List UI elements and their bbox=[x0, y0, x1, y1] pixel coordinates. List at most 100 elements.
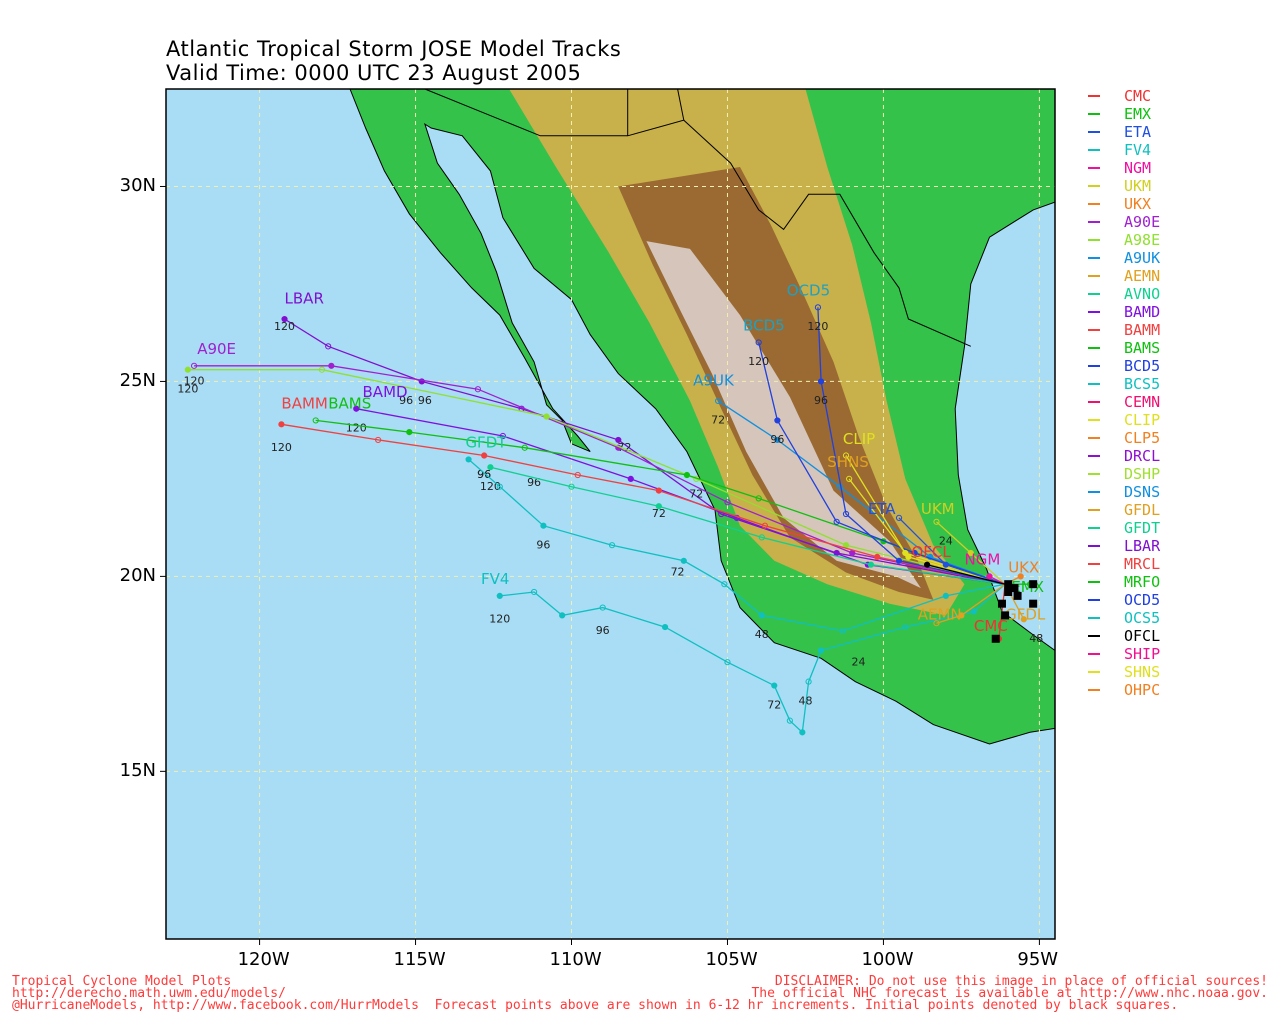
legend-label: GFDL bbox=[1124, 501, 1161, 519]
hour-label: 120 bbox=[807, 320, 828, 333]
legend-label: DSNS bbox=[1124, 483, 1161, 501]
legend-label: FV4 bbox=[1124, 141, 1152, 159]
hour-label: 24 bbox=[851, 655, 865, 668]
forecast-point bbox=[895, 557, 903, 564]
forecast-point bbox=[328, 362, 335, 369]
legend-label: OHPC bbox=[1124, 681, 1161, 699]
us-mexico-border bbox=[350, 89, 972, 347]
forecast-point bbox=[474, 386, 482, 393]
hour-label: 96 bbox=[418, 394, 432, 407]
lon-label: 115W bbox=[393, 949, 446, 970]
hour-label: 120 bbox=[274, 320, 295, 333]
hour-label: 120 bbox=[489, 612, 510, 625]
forecast-point bbox=[758, 612, 765, 619]
forecast-point bbox=[325, 343, 332, 350]
legend-label: AVNO bbox=[1124, 285, 1161, 303]
footer-disclaimer: DISCLAIMER: Do not use this image in pla… bbox=[774, 974, 1268, 989]
legend-swatch bbox=[1088, 635, 1100, 637]
legend-label: A98E bbox=[1124, 231, 1161, 249]
legend-label: CLP5 bbox=[1124, 429, 1161, 447]
footer-left-1: Tropical Cyclone Model Plots bbox=[12, 974, 232, 989]
track-shns bbox=[846, 475, 1006, 585]
model-label-bamd: BAMD bbox=[363, 383, 408, 401]
model-label-ocd5: OCD5 bbox=[787, 282, 830, 300]
legend-label: BCS5 bbox=[1124, 375, 1161, 393]
forecast-point bbox=[540, 522, 547, 529]
forecast-point bbox=[924, 561, 931, 568]
lat-label: 15N bbox=[119, 760, 156, 782]
forecast-point bbox=[874, 553, 881, 560]
legend-swatch bbox=[1088, 365, 1100, 367]
track-bams: 72 bbox=[312, 417, 1006, 585]
forecast-point bbox=[655, 503, 662, 510]
hour-label: 72 bbox=[652, 507, 666, 520]
model-label-a9uk: A9UK bbox=[693, 371, 735, 389]
hour-label: 48 bbox=[798, 694, 812, 707]
forecast-point bbox=[933, 518, 940, 525]
forecast-point bbox=[942, 561, 949, 568]
legend-swatch bbox=[1088, 383, 1100, 385]
legend-swatch bbox=[1088, 203, 1100, 205]
forecast-point bbox=[895, 514, 903, 521]
forecast-point bbox=[312, 417, 319, 424]
model-label-eta: ETA bbox=[868, 500, 896, 518]
forecast-point bbox=[521, 444, 528, 451]
peaks-band bbox=[646, 241, 921, 589]
track-line bbox=[281, 423, 1006, 585]
forecast-point bbox=[771, 682, 778, 689]
legend-label: UKM bbox=[1124, 177, 1152, 195]
lon-label: 110W bbox=[549, 949, 602, 970]
hour-label: 96 bbox=[536, 538, 550, 551]
lat-label: 20N bbox=[119, 565, 156, 587]
forecast-point bbox=[724, 499, 731, 506]
legend-label: CMC bbox=[1124, 87, 1152, 105]
model-label-gfdt: GFDT bbox=[465, 434, 507, 452]
legend-swatch bbox=[1088, 275, 1100, 277]
hour-label: 96 bbox=[814, 394, 828, 407]
model-label-ukx: UKX bbox=[1008, 558, 1039, 576]
forecast-point bbox=[559, 612, 566, 619]
initial-point bbox=[997, 599, 1006, 608]
legend-label: OCD5 bbox=[1124, 591, 1161, 609]
forecast-point bbox=[755, 339, 762, 346]
hour-label: 72 bbox=[767, 698, 781, 711]
legend-label: DSHP bbox=[1124, 465, 1161, 483]
track-line bbox=[490, 466, 1006, 585]
lat-label: 25N bbox=[119, 370, 156, 392]
forecast-point bbox=[353, 405, 360, 412]
forecast-point bbox=[655, 487, 662, 494]
legend-swatch bbox=[1088, 671, 1100, 673]
legend-swatch bbox=[1088, 419, 1100, 421]
hour-label: 96 bbox=[477, 468, 491, 481]
hour-label: 96 bbox=[477, 468, 491, 481]
initial-point bbox=[1029, 599, 1038, 608]
model-label-shns: SHNS bbox=[827, 453, 869, 471]
forecast-point bbox=[615, 436, 622, 444]
legend-swatch bbox=[1088, 95, 1100, 97]
forecast-point bbox=[849, 549, 856, 557]
forecast-point bbox=[499, 432, 506, 440]
model-label-bcd5: BCD5 bbox=[743, 317, 785, 335]
forecast-point bbox=[481, 452, 488, 459]
valid-time: Valid Time: 0000 UTC 23 August 2005 bbox=[166, 61, 582, 85]
initial-point bbox=[1010, 584, 1019, 593]
legend-label: OFCL bbox=[1124, 627, 1161, 645]
track-line bbox=[187, 369, 1006, 585]
forecast-point bbox=[406, 429, 413, 436]
forecast-point bbox=[774, 436, 781, 444]
legend-swatch bbox=[1088, 653, 1100, 655]
hour-label: 120 bbox=[480, 480, 501, 493]
model-label-aemn: AEMN bbox=[918, 605, 962, 623]
forecast-point bbox=[184, 366, 191, 373]
forecast-point bbox=[842, 510, 850, 518]
forecast-point bbox=[842, 542, 850, 549]
legend-label: UKX bbox=[1124, 195, 1152, 213]
track-ukm: 24 bbox=[933, 518, 1006, 585]
legend-swatch bbox=[1088, 545, 1100, 547]
state-border bbox=[677, 89, 685, 121]
footer-left-2[interactable]: http://derecho.math.uwm.edu/models/ bbox=[12, 986, 286, 1001]
forecast-point bbox=[278, 421, 285, 428]
forecast-point bbox=[839, 627, 846, 635]
